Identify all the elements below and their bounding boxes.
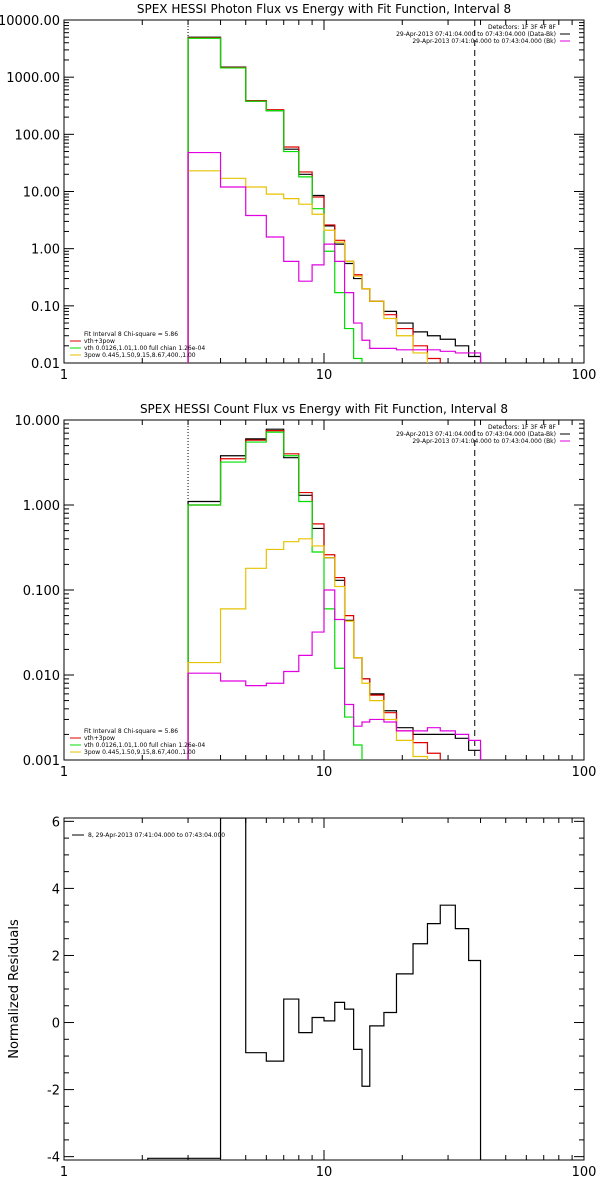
legend-bottom-entry: vth 0.0126,1.01,1.00 full chian 1.26e-04 — [84, 345, 205, 352]
series-line-3 — [187, 170, 429, 363]
legend-top-entry: 29-Apr-2013 07:41:04.000 to 07:43:04.000… — [412, 38, 556, 45]
y-tick-label: -4 — [47, 1151, 60, 1166]
y-tick-label: 4 — [52, 882, 60, 897]
legend-bottom-entry: vth+3pow — [84, 735, 115, 742]
series-line-3 — [187, 538, 429, 760]
legend-top-entry: Detectors: 1F 3F 4F 8F — [488, 424, 557, 431]
series-line-0 — [147, 818, 482, 1160]
y-axis-label: Normalized Residuals — [7, 919, 22, 1059]
y-tick-label: 1.00 — [31, 243, 60, 258]
series-line-4 — [187, 589, 482, 760]
x-tick-label: 1 — [60, 368, 68, 383]
x-tick-label: 10 — [316, 765, 333, 780]
y-tick-label: 10.000 — [15, 414, 61, 429]
y-tick-label: 100.00 — [15, 128, 61, 143]
legend-bottom-entry: 3pow 0.445,1.50,9.15,8.67,400.,1.00 — [84, 749, 196, 756]
count-flux-panel: SPEX HESSI Count Flux vs Energy with Fit… — [15, 402, 597, 780]
series-group — [187, 428, 482, 760]
y-tick-label: 0.100 — [23, 584, 60, 599]
legend-bottom-entry: vth+3pow — [84, 338, 115, 345]
residuals-panel: 1 10 100 -4 -2 0 2 4 6 Normalized Residuals 8, 29-… — [7, 815, 596, 1180]
y-tick-label: 10.00 — [23, 186, 60, 201]
y-tick-label: 0.010 — [23, 669, 60, 684]
y-tick-label: 10000.00 — [0, 14, 60, 29]
x-tick-label: 10 — [316, 1165, 333, 1180]
legend-top-entry: Detectors: 1F 3F 4F 8F — [488, 24, 557, 31]
series-line-4 — [187, 151, 482, 363]
series-line-0 — [187, 36, 482, 363]
chart-title: SPEX HESSI Count Flux vs Energy with Fit… — [140, 402, 508, 416]
legend-bottom-entry: vth 0.0126,1.01,1.00 full chian 1.26e-04 — [84, 742, 205, 749]
series-group — [187, 36, 482, 363]
legend-bottom-entry: 3pow 0.445,1.50,9.15,8.67,400.,1.00 — [84, 352, 196, 359]
x-tick-label: 100 — [572, 1165, 597, 1180]
x-tick-label: 1 — [60, 765, 68, 780]
plot-frame — [63, 817, 585, 1161]
y-tick-label: 0.10 — [31, 300, 60, 315]
legend-bottom-entry: Fit Interval 8 Chi-square = 5.86 — [84, 728, 178, 735]
plot-frame — [63, 19, 585, 364]
legend-top-entry: 29-Apr-2013 07:41:04.000 to 07:43:04.000… — [396, 431, 556, 438]
y-tick-label: 1.000 — [23, 499, 60, 514]
series-line-1 — [187, 37, 441, 363]
legend-top-entry: 29-Apr-2013 07:41:04.000 to 07:43:04.000… — [412, 438, 556, 445]
legend-bottom-entry: Fit Interval 8 Chi-square = 5.86 — [84, 331, 178, 338]
series-line-2 — [187, 37, 363, 363]
y-tick-label: 0.001 — [23, 754, 60, 769]
series-line-2 — [187, 431, 363, 760]
y-tick-label: 0 — [52, 1017, 60, 1032]
y-tick-label: -2 — [47, 1084, 60, 1099]
chart-title: SPEX HESSI Photon Flux vs Energy with Fi… — [137, 2, 511, 16]
x-tick-label: 100 — [572, 765, 597, 780]
x-tick-label: 10 — [316, 368, 333, 383]
y-tick-label: 6 — [52, 815, 60, 830]
x-tick-label: 100 — [572, 368, 597, 383]
legend-top-entry: 29-Apr-2013 07:41:04.000 to 07:43:04.000… — [396, 31, 556, 38]
photon-flux-panel: SPEX HESSI Photon Flux vs Energy with Fi… — [0, 2, 597, 383]
series-group — [147, 818, 482, 1160]
x-tick-label: 1 — [60, 1165, 68, 1180]
y-tick-label: 1000.00 — [6, 71, 60, 86]
legend-top-entry: 8, 29-Apr-2013 07:41:04.000 to 07:43:04.… — [88, 832, 225, 839]
y-tick-label: 0.01 — [31, 357, 60, 372]
y-tick-label: 2 — [52, 949, 60, 964]
